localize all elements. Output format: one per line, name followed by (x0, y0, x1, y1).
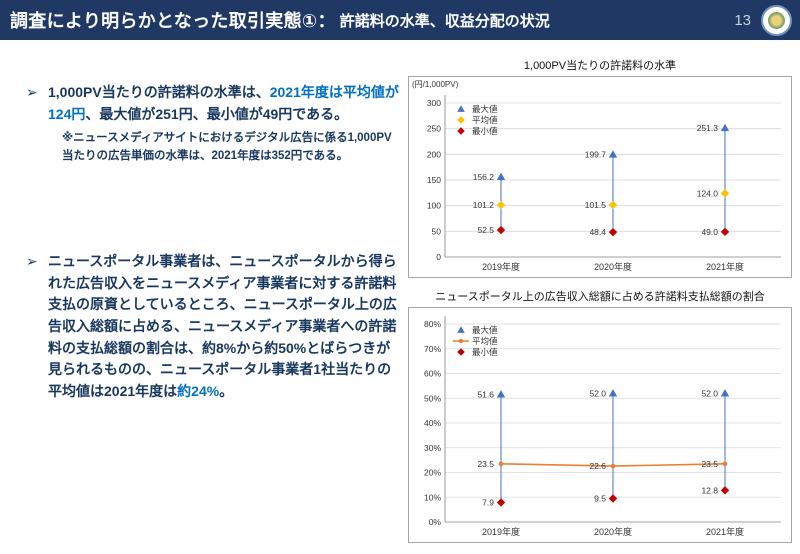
text-column: ➢ 1,000PV当たりの許諾料の水準は、2021年度は平均値が124円、最大値… (26, 82, 402, 403)
svg-text:最小値: 最小値 (472, 126, 498, 136)
bullet2-seg1: ニュースポータル事業者は、ニュースポータルから得られた広告収入をニュースメディア… (48, 252, 397, 399)
bullet-item-revenue-share: ➢ ニュースポータル事業者は、ニュースポータルから得られた広告収入をニュースメデ… (26, 251, 402, 403)
svg-text:最大値: 最大値 (472, 325, 498, 335)
bullet-item-licensing-fee: ➢ 1,000PV当たりの許諾料の水準は、2021年度は平均値が124円、最大値… (26, 82, 402, 165)
svg-text:10%: 10% (424, 492, 441, 502)
svg-text:平均値: 平均値 (472, 336, 498, 346)
bullet1-seg1: 1,000PV当たりの許諾料の水準は、 (48, 84, 270, 100)
svg-text:52.0: 52.0 (701, 388, 718, 398)
bullet-text: ニュースポータル事業者は、ニュースポータルから得られた広告収入をニュースメディア… (48, 251, 402, 403)
chart-canvas: 0% 10% 20% 30% 40% 50% 60% 70% 80% 2019年度 2020年度 20… (424, 316, 781, 537)
svg-text:2020年度: 2020年度 (594, 526, 632, 537)
bullet-arrow-icon: ➢ (26, 252, 38, 269)
svg-text:0%: 0% (429, 517, 442, 527)
svg-text:52.5: 52.5 (477, 225, 494, 235)
svg-text:2019年度: 2019年度 (482, 261, 520, 272)
page-title: 調査により明らかとなった取引実態①： (10, 11, 336, 31)
footnote-ad-unit-price: ※ニュースメディアサイトにおけるデジタル広告に係る1,000PV当たりの広告単価… (62, 132, 392, 162)
svg-text:49.0: 49.0 (701, 227, 718, 237)
licensing-fee-chart: 0 50 100 150 200 250 300 (円/1,000PV) 2019年度 2020年… (408, 76, 792, 278)
chart-canvas: 0 50 100 150 200 250 300 (円/1,000PV) 2019年度 2020年… (412, 80, 781, 272)
svg-text:50%: 50% (424, 393, 441, 403)
svg-text:23.5: 23.5 (477, 459, 494, 469)
svg-text:最大値: 最大値 (472, 104, 498, 114)
svg-text:7.9: 7.9 (482, 497, 494, 507)
svg-text:20%: 20% (424, 468, 441, 478)
page-subtitle: 許諾料の水準、収益分配の状況 (339, 12, 550, 30)
bullet2-highlight: 約24% (177, 383, 220, 399)
bullet-text: 1,000PV当たりの許諾料の水準は、2021年度は平均値が124円、最大値が2… (48, 82, 402, 165)
svg-text:23.5: 23.5 (701, 459, 718, 469)
chart-title-revenue-share: ニュースポータル上の広告収入総額に占める許諾料支払総額の割合 (435, 291, 765, 303)
svg-text:156.2: 156.2 (473, 172, 495, 182)
svg-text:251.3: 251.3 (697, 123, 719, 133)
slide-header: 調査により明らかとなった取引実態①： 許諾料の水準、収益分配の状況 13 (0, 0, 800, 40)
svg-text:2021年度: 2021年度 (706, 526, 744, 537)
svg-text:50: 50 (432, 226, 442, 236)
svg-text:平均値: 平均値 (472, 115, 498, 125)
svg-text:52.0: 52.0 (589, 388, 606, 398)
svg-text:22.6: 22.6 (589, 461, 606, 471)
svg-text:最小値: 最小値 (472, 347, 498, 357)
bullet1-highlight: 2021年度は平均値が124円 (48, 84, 399, 122)
svg-text:101.5: 101.5 (585, 200, 607, 210)
svg-text:300: 300 (427, 98, 441, 108)
svg-text:2021年度: 2021年度 (706, 261, 744, 272)
svg-text:2019年度: 2019年度 (482, 526, 520, 537)
svg-text:124.0: 124.0 (697, 188, 719, 198)
svg-text:48.4: 48.4 (589, 227, 606, 237)
svg-text:200: 200 (427, 149, 441, 159)
chart-title-licensing-fee: 1,000PV当たりの許諾料の水準 (523, 60, 677, 72)
svg-text:199.7: 199.7 (585, 149, 607, 159)
svg-text:101.2: 101.2 (473, 200, 495, 210)
agency-logo-center (768, 11, 785, 29)
svg-text:100: 100 (427, 201, 441, 211)
svg-text:150: 150 (427, 175, 441, 185)
svg-text:(円/1,000PV): (円/1,000PV) (412, 80, 459, 89)
svg-text:60%: 60% (424, 369, 441, 379)
bullet1-seg3: 、最大値が251円、最小値が49円である。 (85, 105, 349, 122)
page-number: 13 (734, 11, 751, 29)
svg-text:51.6: 51.6 (477, 389, 494, 399)
bullet2-seg3: 。 (219, 383, 234, 399)
svg-text:2020年度: 2020年度 (594, 261, 632, 272)
svg-text:250: 250 (427, 124, 441, 134)
charts-column: 1,000PV当たりの許諾料の水準 0 50 100 150 200 250 300 (円/1… (408, 57, 792, 543)
bullet-arrow-icon: ➢ (26, 84, 38, 100)
svg-text:9.5: 9.5 (594, 493, 606, 503)
svg-text:40%: 40% (424, 418, 441, 428)
svg-text:0: 0 (436, 252, 441, 262)
svg-text:30%: 30% (424, 443, 441, 453)
revenue-share-chart: 0% 10% 20% 30% 40% 50% 60% 70% 80% 2019年度 2020年度 20… (408, 307, 792, 543)
svg-text:12.8: 12.8 (701, 485, 718, 495)
svg-text:70%: 70% (424, 344, 441, 354)
svg-text:80%: 80% (424, 319, 441, 329)
agency-logo-icon (761, 4, 792, 36)
chart-gap (408, 278, 792, 288)
